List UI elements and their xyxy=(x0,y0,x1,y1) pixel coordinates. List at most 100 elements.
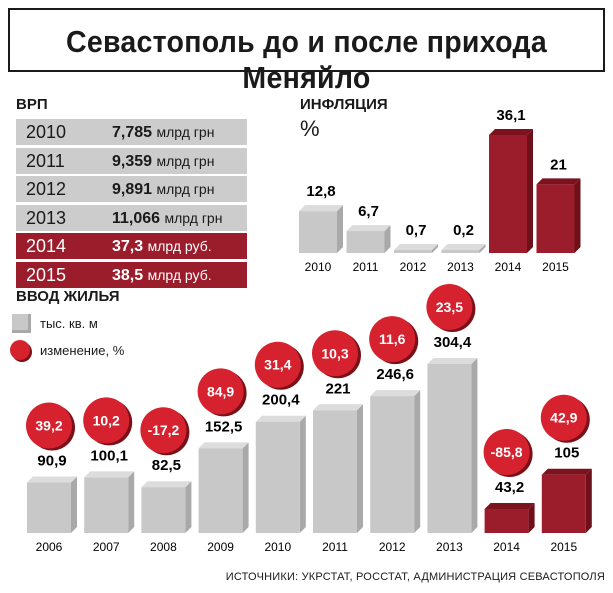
chart-title: Севастополь до и после прихода Меняйло xyxy=(65,24,548,95)
inflation-bar-2010-side xyxy=(337,205,343,253)
inflation-bar-2013-side xyxy=(479,244,486,253)
source-note: ИСТОЧНИКИ: УКРСТАТ, РОССТАТ, АДМИНИСТРАЦ… xyxy=(225,571,605,583)
housing-bar-2006-side xyxy=(71,476,77,533)
inflation-value-label: 0,7 xyxy=(406,222,427,239)
housing-value-label: 100,1 xyxy=(90,447,128,464)
inflation-bar-2010 xyxy=(299,211,337,253)
housing-change-label: 10,3 xyxy=(321,345,348,361)
housing-bar-2006-top xyxy=(27,476,77,483)
housing-year-label: 2011 xyxy=(322,540,348,554)
housing-bar-2010 xyxy=(255,421,300,533)
inflation-value-label: 12,8 xyxy=(306,183,335,200)
housing-change-circle xyxy=(483,429,530,476)
inflation-bar-2013-top xyxy=(441,244,486,250)
housing-heading: ВВОД ЖИЛЬЯ xyxy=(16,288,120,305)
gdp-heading: ВРП xyxy=(16,96,48,113)
inflation-bar-2013 xyxy=(441,250,480,253)
housing-change-label: 11,6 xyxy=(379,331,406,347)
housing-bar-2013-top xyxy=(427,358,478,364)
gdp-unit: млрд грн xyxy=(156,181,215,198)
inflation-value-label: 6,7 xyxy=(358,203,379,220)
housing-year-label: 2013 xyxy=(436,540,463,554)
legend-bar-swatch xyxy=(12,314,31,333)
housing-change-circle xyxy=(26,402,72,449)
housing-year-label: 2012 xyxy=(379,540,406,554)
gdp-year: 2014 xyxy=(26,236,67,257)
inflation-bar-2014 xyxy=(489,135,527,253)
inflation-heading: ИНФЛЯЦИЯ xyxy=(300,96,388,113)
housing-bar-2015-side xyxy=(585,468,592,533)
housing-value-label: 105 xyxy=(554,445,579,462)
gdp-value: 9,891 млрд грн xyxy=(112,181,215,199)
legend-bars-label: тыс. кв. м xyxy=(40,316,98,331)
housing-change-label: 39,2 xyxy=(35,418,62,434)
housing-value-label: 200,4 xyxy=(262,392,300,409)
housing-bar-2007-side xyxy=(128,471,135,533)
housing-bar-2011 xyxy=(313,410,357,533)
inflation-year-label: 2012 xyxy=(400,260,427,274)
gdp-unit: млрд грн xyxy=(164,209,223,226)
gdp-year: 2011 xyxy=(26,150,65,171)
housing-bar-2012-side xyxy=(414,390,421,533)
housing-bar-2009-side xyxy=(242,442,249,533)
housing-bar-2013 xyxy=(427,364,472,533)
housing-change-circle xyxy=(369,316,416,363)
gdp-value: 7,785 млрд грн xyxy=(112,124,215,141)
housing-bar-2011-top xyxy=(313,404,363,411)
housing-change-label: 10,2 xyxy=(93,412,120,428)
gdp-row-2015: 2015 38,5 млрд руб. xyxy=(16,262,247,288)
housing-change-circle xyxy=(140,407,187,454)
housing-bar-2014-top xyxy=(484,503,535,510)
housing-value-label: 82,5 xyxy=(152,457,181,474)
gdp-value: 37,3 млрд руб. xyxy=(112,238,212,256)
housing-value-label: 246,6 xyxy=(376,366,414,383)
gdp-year: 2015 xyxy=(26,265,67,285)
inflation-year-label: 2015 xyxy=(542,260,569,274)
housing-change-label: -17,2 xyxy=(147,422,179,438)
housing-year-label: 2015 xyxy=(550,540,577,554)
inflation-bar-2011-top xyxy=(346,225,391,232)
gdp-year: 2012 xyxy=(26,179,67,200)
inflation-year-label: 2010 xyxy=(305,260,332,274)
housing-bar-2008-side xyxy=(185,481,192,533)
inflation-value-label: 36,1 xyxy=(496,107,525,124)
inflation-bar-2015 xyxy=(536,184,575,253)
housing-bar-2012-top xyxy=(370,390,421,397)
inflation-bar-2015-side xyxy=(574,178,581,253)
inflation-bar-2015-top xyxy=(536,178,581,185)
housing-bar-2010-top xyxy=(255,415,306,422)
housing-bar-2012 xyxy=(370,396,415,533)
gdp-unit: млрд руб. xyxy=(147,238,212,255)
housing-change-label: 23,5 xyxy=(436,299,463,315)
gdp-value: 11,066 млрд грн xyxy=(112,209,223,227)
inflation-unit: % xyxy=(300,116,320,141)
gdp-row-2012: 2012 9,891 млрд грн xyxy=(16,176,247,203)
inflation-bar-2012-side xyxy=(432,244,438,253)
gdp-unit: млрд грн xyxy=(156,152,215,169)
gdp-unit: млрд руб. xyxy=(147,267,212,283)
gdp-row-2010: 2010 7,785 млрд грн xyxy=(16,119,247,145)
housing-value-label: 90,9 xyxy=(37,453,66,470)
legend-circle-swatch xyxy=(10,340,30,360)
housing-change-circle xyxy=(197,368,244,415)
gdp-row-2013: 2013 11,066 млрд грн xyxy=(16,204,247,231)
inflation-bar-2012-top xyxy=(394,244,438,250)
inflation-bar-2012 xyxy=(394,250,432,253)
housing-bar-2008 xyxy=(141,487,186,533)
legend-circles-label: изменение, % xyxy=(40,343,125,358)
inflation-bar-2011 xyxy=(346,231,385,253)
housing-value-label: 221 xyxy=(325,380,350,397)
inflation-year-label: 2011 xyxy=(353,260,379,274)
gdp-value: 38,5 млрд руб. xyxy=(112,267,212,284)
inflation-year-label: 2013 xyxy=(447,260,474,274)
housing-bar-2015 xyxy=(541,474,586,533)
inflation-bar-2010-top xyxy=(299,205,343,212)
inflation-year-label: 2014 xyxy=(495,260,522,274)
housing-bar-2009-top xyxy=(198,442,249,449)
gdp-year: 2010 xyxy=(26,122,67,142)
housing-change-circle xyxy=(312,330,358,377)
title-frame: Севастополь до и после прихода Меняйло xyxy=(8,8,605,95)
housing-bar-2006 xyxy=(27,482,71,533)
inflation-bar-2014-side xyxy=(527,129,533,253)
